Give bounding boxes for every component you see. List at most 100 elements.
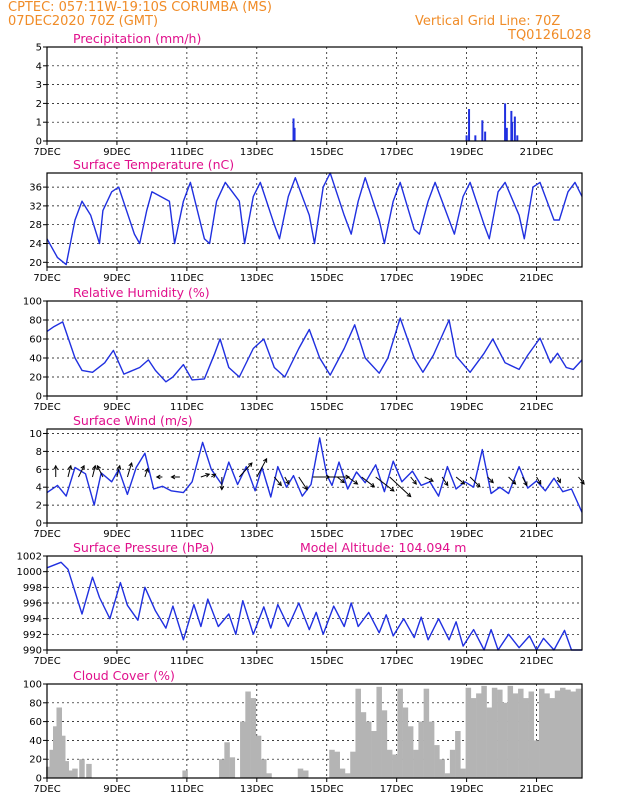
wind-arrow-head <box>128 462 133 468</box>
panel-0 <box>43 46 583 145</box>
bar <box>45 766 52 778</box>
x-tick-label: 15DEC <box>310 656 344 667</box>
bar <box>570 691 577 778</box>
bar <box>86 763 92 778</box>
x-tick-label: 15DEC <box>310 402 344 413</box>
x-tick-label: 15DEC <box>310 784 344 795</box>
plot-frame <box>46 428 583 524</box>
wind-arrow <box>273 476 282 486</box>
bar <box>418 721 424 778</box>
plot-frame <box>46 683 583 779</box>
wind-arrow-head <box>116 464 122 470</box>
wind-arrow-head <box>92 464 97 470</box>
plot-frame <box>46 300 583 397</box>
x-tick-label: 13DEC <box>240 529 274 540</box>
plot-frame <box>46 46 583 142</box>
bar <box>575 688 582 778</box>
wind-arrow <box>536 476 542 485</box>
panel-4 <box>43 555 583 654</box>
x-tick-label: 9DEC <box>103 147 130 158</box>
wind-arrow <box>578 476 585 485</box>
x-tick-label: 11DEC <box>170 147 204 158</box>
x-tick-label: 17DEC <box>380 784 414 795</box>
bar <box>511 122 514 141</box>
y-tick-label: 1 <box>36 118 42 129</box>
x-tick-label: 11DEC <box>170 529 204 540</box>
bar <box>245 691 251 778</box>
wind-arrow <box>389 476 412 497</box>
x-tick-label: 17DEC <box>380 402 414 413</box>
wind-arrow <box>361 476 375 488</box>
y-tick-label: 1002 <box>17 552 42 563</box>
x-tick-label: 9DEC <box>103 656 130 667</box>
wind-arrows <box>53 457 585 498</box>
wind-arrow-head <box>67 464 73 470</box>
bar <box>505 127 508 141</box>
wind-arrow-head <box>144 467 149 473</box>
wind-arrow <box>375 476 395 492</box>
x-tick-label: 11DEC <box>170 402 204 413</box>
panel-annotation: Model Altitude: 104.094 m <box>300 540 466 555</box>
y-tick-label: 0 <box>36 774 42 785</box>
bar <box>182 770 188 778</box>
wind-arrow <box>67 465 72 478</box>
y-tick-label: 3 <box>36 80 42 91</box>
wind-arrow-head <box>80 464 85 470</box>
y-tick-label: 8 <box>36 447 42 458</box>
bar <box>449 749 456 778</box>
product-code: TQ0126L028 <box>508 28 592 43</box>
y-tick-label: 990 <box>23 646 42 657</box>
bar <box>397 688 403 778</box>
bar <box>481 120 484 141</box>
wind-arrow-head <box>370 482 376 488</box>
wind-arrow <box>200 473 210 478</box>
y-tick-label: 20 <box>29 755 42 766</box>
bar <box>52 726 59 778</box>
bar <box>297 768 304 778</box>
wind-arrow-head <box>303 485 308 491</box>
bar <box>504 103 507 141</box>
y-tick-label: 4 <box>36 61 42 72</box>
y-tick-label: 4 <box>36 483 42 494</box>
bar <box>565 689 571 778</box>
bar <box>444 773 451 778</box>
bar <box>439 759 445 778</box>
bar <box>63 761 69 778</box>
panel-title: Surface Pressure (hPa) <box>73 540 214 555</box>
bar <box>512 693 519 778</box>
y-tick-label: 1000 <box>17 567 42 578</box>
wind-arrow-head <box>556 478 561 484</box>
x-tick-label: 9DEC <box>103 784 130 795</box>
y-tick-label: 100 <box>23 297 42 308</box>
panel-title: Precipitation (mm/h) <box>73 31 201 46</box>
x-tick-label: 17DEC <box>380 656 414 667</box>
x-tick-label: 17DEC <box>380 273 414 284</box>
x-tick-label: 7DEC <box>33 147 60 158</box>
x-tick-label: 7DEC <box>33 529 60 540</box>
x-tick-label: 15DEC <box>310 273 344 284</box>
series-line <box>46 172 583 266</box>
wind-arrow <box>424 476 434 482</box>
panel-title: Surface Wind (m/s) <box>73 413 193 428</box>
bar <box>303 770 309 778</box>
wind-arrow-head <box>285 479 290 485</box>
bar <box>554 690 561 778</box>
wind-arrow <box>96 465 104 478</box>
wind-arrow <box>298 476 308 490</box>
wind-arrow-head <box>262 457 268 463</box>
x-tick-label: 7DEC <box>33 784 60 795</box>
bar <box>293 127 296 141</box>
x-tick-label: 21DEC <box>520 273 554 284</box>
series-line <box>46 317 583 383</box>
y-tick-label: 100 <box>23 680 42 691</box>
wind-arrow <box>126 462 133 478</box>
y-tick-label: 40 <box>29 354 42 365</box>
x-tick-label: 21DEC <box>520 147 554 158</box>
bar <box>423 688 430 778</box>
x-tick-label: 19DEC <box>450 784 484 795</box>
bar <box>455 731 461 778</box>
bar <box>386 749 393 778</box>
station-header: CPTEC: 057:11W-19:10S CORUMBA (MS) <box>8 0 272 15</box>
wind-arrow <box>441 476 449 486</box>
